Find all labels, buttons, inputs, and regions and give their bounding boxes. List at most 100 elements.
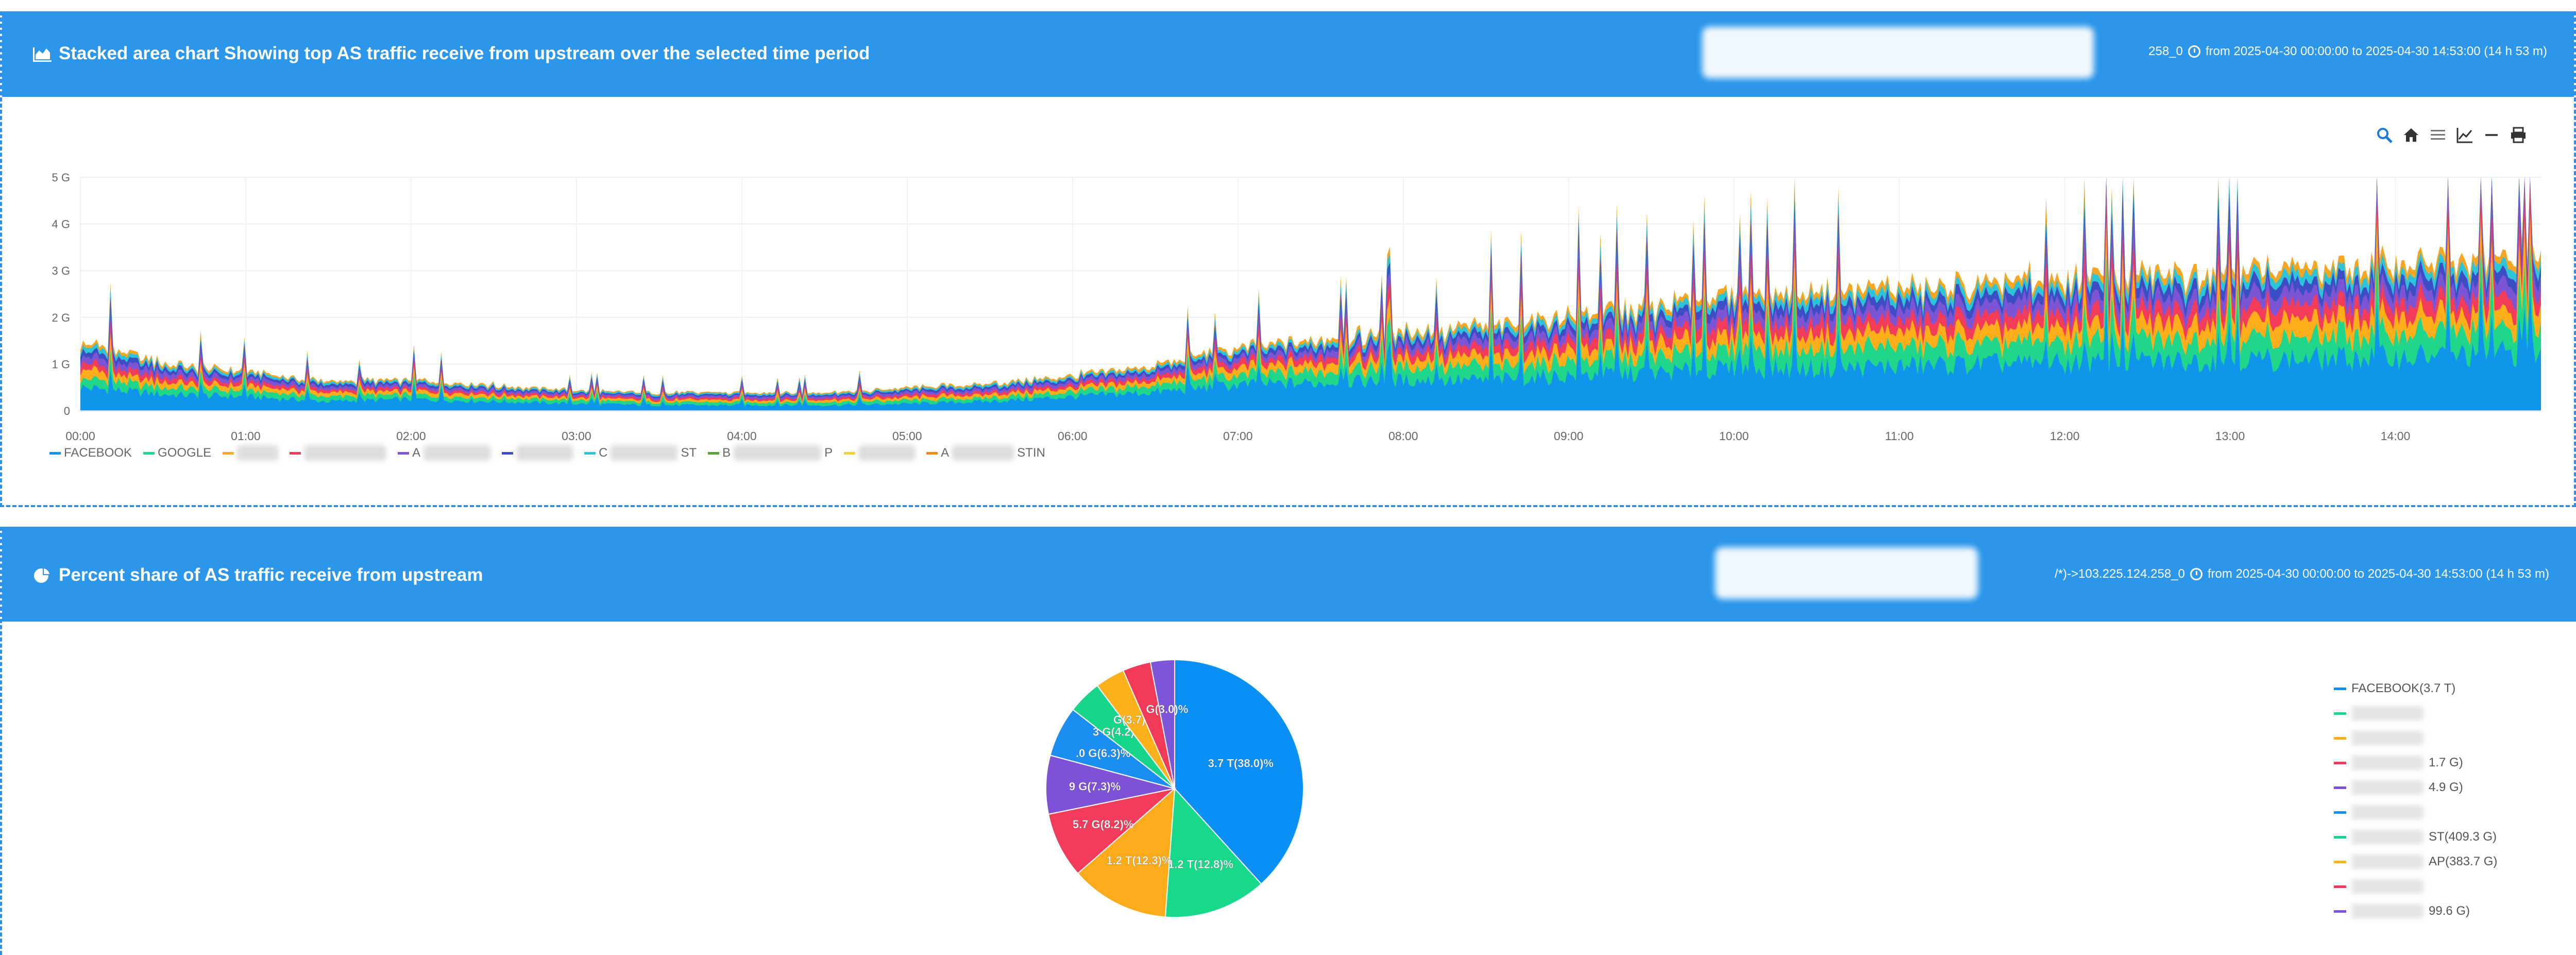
pie-legend-swatch [2334, 687, 2346, 690]
x-tick-label: 11:00 [1885, 429, 1914, 443]
pie-legend-label: AP(383.7 G) [2429, 855, 2498, 868]
legend-item[interactable] [844, 445, 916, 461]
legend-item[interactable]: A STIN [926, 445, 1045, 461]
pie-legend-swatch [2334, 736, 2346, 740]
pie-legend-swatch [2334, 786, 2346, 789]
legend-redacted [858, 445, 916, 461]
device-label: 258_0 [2148, 44, 2183, 58]
legend-swatch [223, 451, 234, 455]
pie-legend-item[interactable]: ST(409.3 G) [2334, 825, 2497, 849]
legend-item[interactable] [290, 445, 387, 461]
x-tick-label: 05:00 [892, 429, 922, 443]
pie-legend-item[interactable]: AP(383.7 G) [2334, 849, 2497, 874]
pie-legend-swatch [2334, 712, 2346, 715]
pie-slice[interactable] [1077, 787, 1176, 918]
panel-title-wrap: Percent share of AS traffic receive from… [32, 565, 483, 585]
pie-legend-swatch [2334, 860, 2346, 863]
x-tick-label: 10:00 [1719, 429, 1749, 443]
y-tick-label: 3 G [52, 264, 70, 277]
legend-swatch [290, 451, 301, 455]
legend-swatch [708, 451, 720, 455]
pie-legend-item[interactable]: 4.9 G) [2334, 775, 2497, 800]
panel-header: Stacked area chart Showing top AS traffi… [2, 11, 2574, 97]
pie-legend-swatch [2334, 835, 2346, 839]
pie-legend-swatch [2334, 761, 2346, 764]
pie-legend-label: 4.9 G) [2429, 780, 2463, 794]
area-legend: FACEBOOK GOOGLE A C ST B P A STIN [49, 445, 1045, 461]
legend-redacted [611, 445, 678, 461]
pie-slice[interactable] [1174, 659, 1304, 885]
pie-data-label: 5.7 G(8.2)% [1073, 818, 1134, 831]
pie-legend-label: 99.6 G) [2429, 904, 2470, 918]
pie-legend-redacted [2351, 805, 2424, 819]
pie-slice[interactable] [1047, 788, 1177, 875]
pie-legend-swatch [2334, 811, 2346, 814]
pie-legend-redacted [2351, 706, 2424, 721]
legend-item[interactable] [223, 445, 279, 461]
zoom-icon[interactable] [2375, 126, 2394, 144]
legend-label: FACEBOOK [64, 446, 132, 460]
pie-legend-label: ST(409.3 G) [2429, 830, 2497, 844]
stacked-area-chart: 0 1 G 2 G 3 G 4 G 5 G 00:00 01:00 02:00 03:00 04:0… [52, 171, 2541, 443]
legend-label: B [722, 446, 731, 460]
panel-title-wrap: Stacked area chart Showing top AS traffi… [32, 43, 870, 64]
pie-legend-item[interactable] [2334, 726, 2497, 750]
pie-slice[interactable] [1164, 787, 1262, 918]
home-icon[interactable] [2402, 126, 2420, 144]
x-tick-label: 09:00 [1554, 429, 1584, 443]
pie-legend-redacted [2351, 904, 2424, 918]
legend-label-suffix: STIN [1017, 446, 1045, 460]
pie-legend-item[interactable]: FACEBOOK(3.7 T) [2334, 676, 2497, 701]
pie-legend-swatch [2334, 885, 2346, 888]
menu-icon[interactable] [2429, 126, 2447, 144]
pie-legend-item[interactable] [2334, 701, 2497, 726]
pie-slice[interactable] [1149, 659, 1175, 789]
legend-item[interactable]: C ST [584, 445, 697, 461]
pie-legend-item[interactable] [2334, 874, 2497, 899]
pie-data-label: 1.2 T(12.3)% [1106, 854, 1172, 867]
legend-item[interactable]: FACEBOOK [49, 445, 132, 461]
pie-legend-item[interactable]: 99.6 G) [2334, 899, 2497, 924]
y-tick-label: 5 G [52, 171, 70, 184]
panel-info: 258_0 from 2025-04-30 00:00:00 to 2025-0… [2148, 44, 2547, 59]
pie-legend-item[interactable] [2334, 800, 2497, 825]
x-tick-label: 03:00 [562, 429, 591, 443]
legend-redacted [516, 445, 573, 461]
y-tick-label: 1 G [52, 358, 70, 371]
pie-legend-redacted [2351, 731, 2424, 745]
legend-swatch [143, 451, 155, 455]
pie-legend-item[interactable]: 1.7 G) [2334, 750, 2497, 775]
legend-item[interactable]: A [398, 445, 491, 461]
pie-legend-swatch [2334, 910, 2346, 913]
panel-info: /*)->103.225.124.258_0 from 2025-04-30 0… [2055, 567, 2549, 581]
legend-redacted [734, 445, 822, 461]
legend-label: A [412, 446, 421, 460]
pie-data-label: .0 G(6.3)% [1076, 747, 1130, 760]
area-series-0[interactable] [80, 281, 2541, 411]
pie-slice[interactable] [1045, 755, 1175, 815]
y-tick-label: 4 G [52, 218, 70, 231]
legend-redacted [423, 445, 491, 461]
x-tick-label: 02:00 [396, 429, 426, 443]
print-icon[interactable] [2509, 126, 2528, 144]
x-tick-label: 04:00 [727, 429, 757, 443]
pie-data-label: 3.7 T(38.0)% [1208, 757, 1274, 769]
legend-label: GOOGLE [158, 446, 212, 460]
legend-label: C [599, 446, 608, 460]
legend-item[interactable]: GOOGLE [143, 445, 211, 461]
chart-type-icon[interactable] [2455, 126, 2474, 144]
pie-legend-redacted [2351, 879, 2424, 894]
legend-redacted [952, 445, 1014, 461]
pie-legend-label: FACEBOOK(3.7 T) [2351, 681, 2456, 695]
pie-chart: 3.7 T(38.0)% 1.2 T(12.8)%1.2 T(12.3)% 5.7 … [1045, 659, 1304, 918]
minimize-icon[interactable] [2482, 126, 2501, 144]
pie-panel: Percent share of AS traffic receive from… [0, 527, 2576, 955]
legend-label-suffix: P [824, 446, 833, 460]
stacked-area-panel: Stacked area chart Showing top AS traffi… [0, 11, 2576, 507]
chart-toolbar [2375, 126, 2528, 144]
time-range: from 2025-04-30 00:00:00 to 2025-04-30 1… [2205, 44, 2547, 58]
x-tick-label: 06:00 [1058, 429, 1088, 443]
legend-item[interactable] [502, 445, 573, 461]
x-tick-label: 14:00 [2381, 429, 2411, 443]
